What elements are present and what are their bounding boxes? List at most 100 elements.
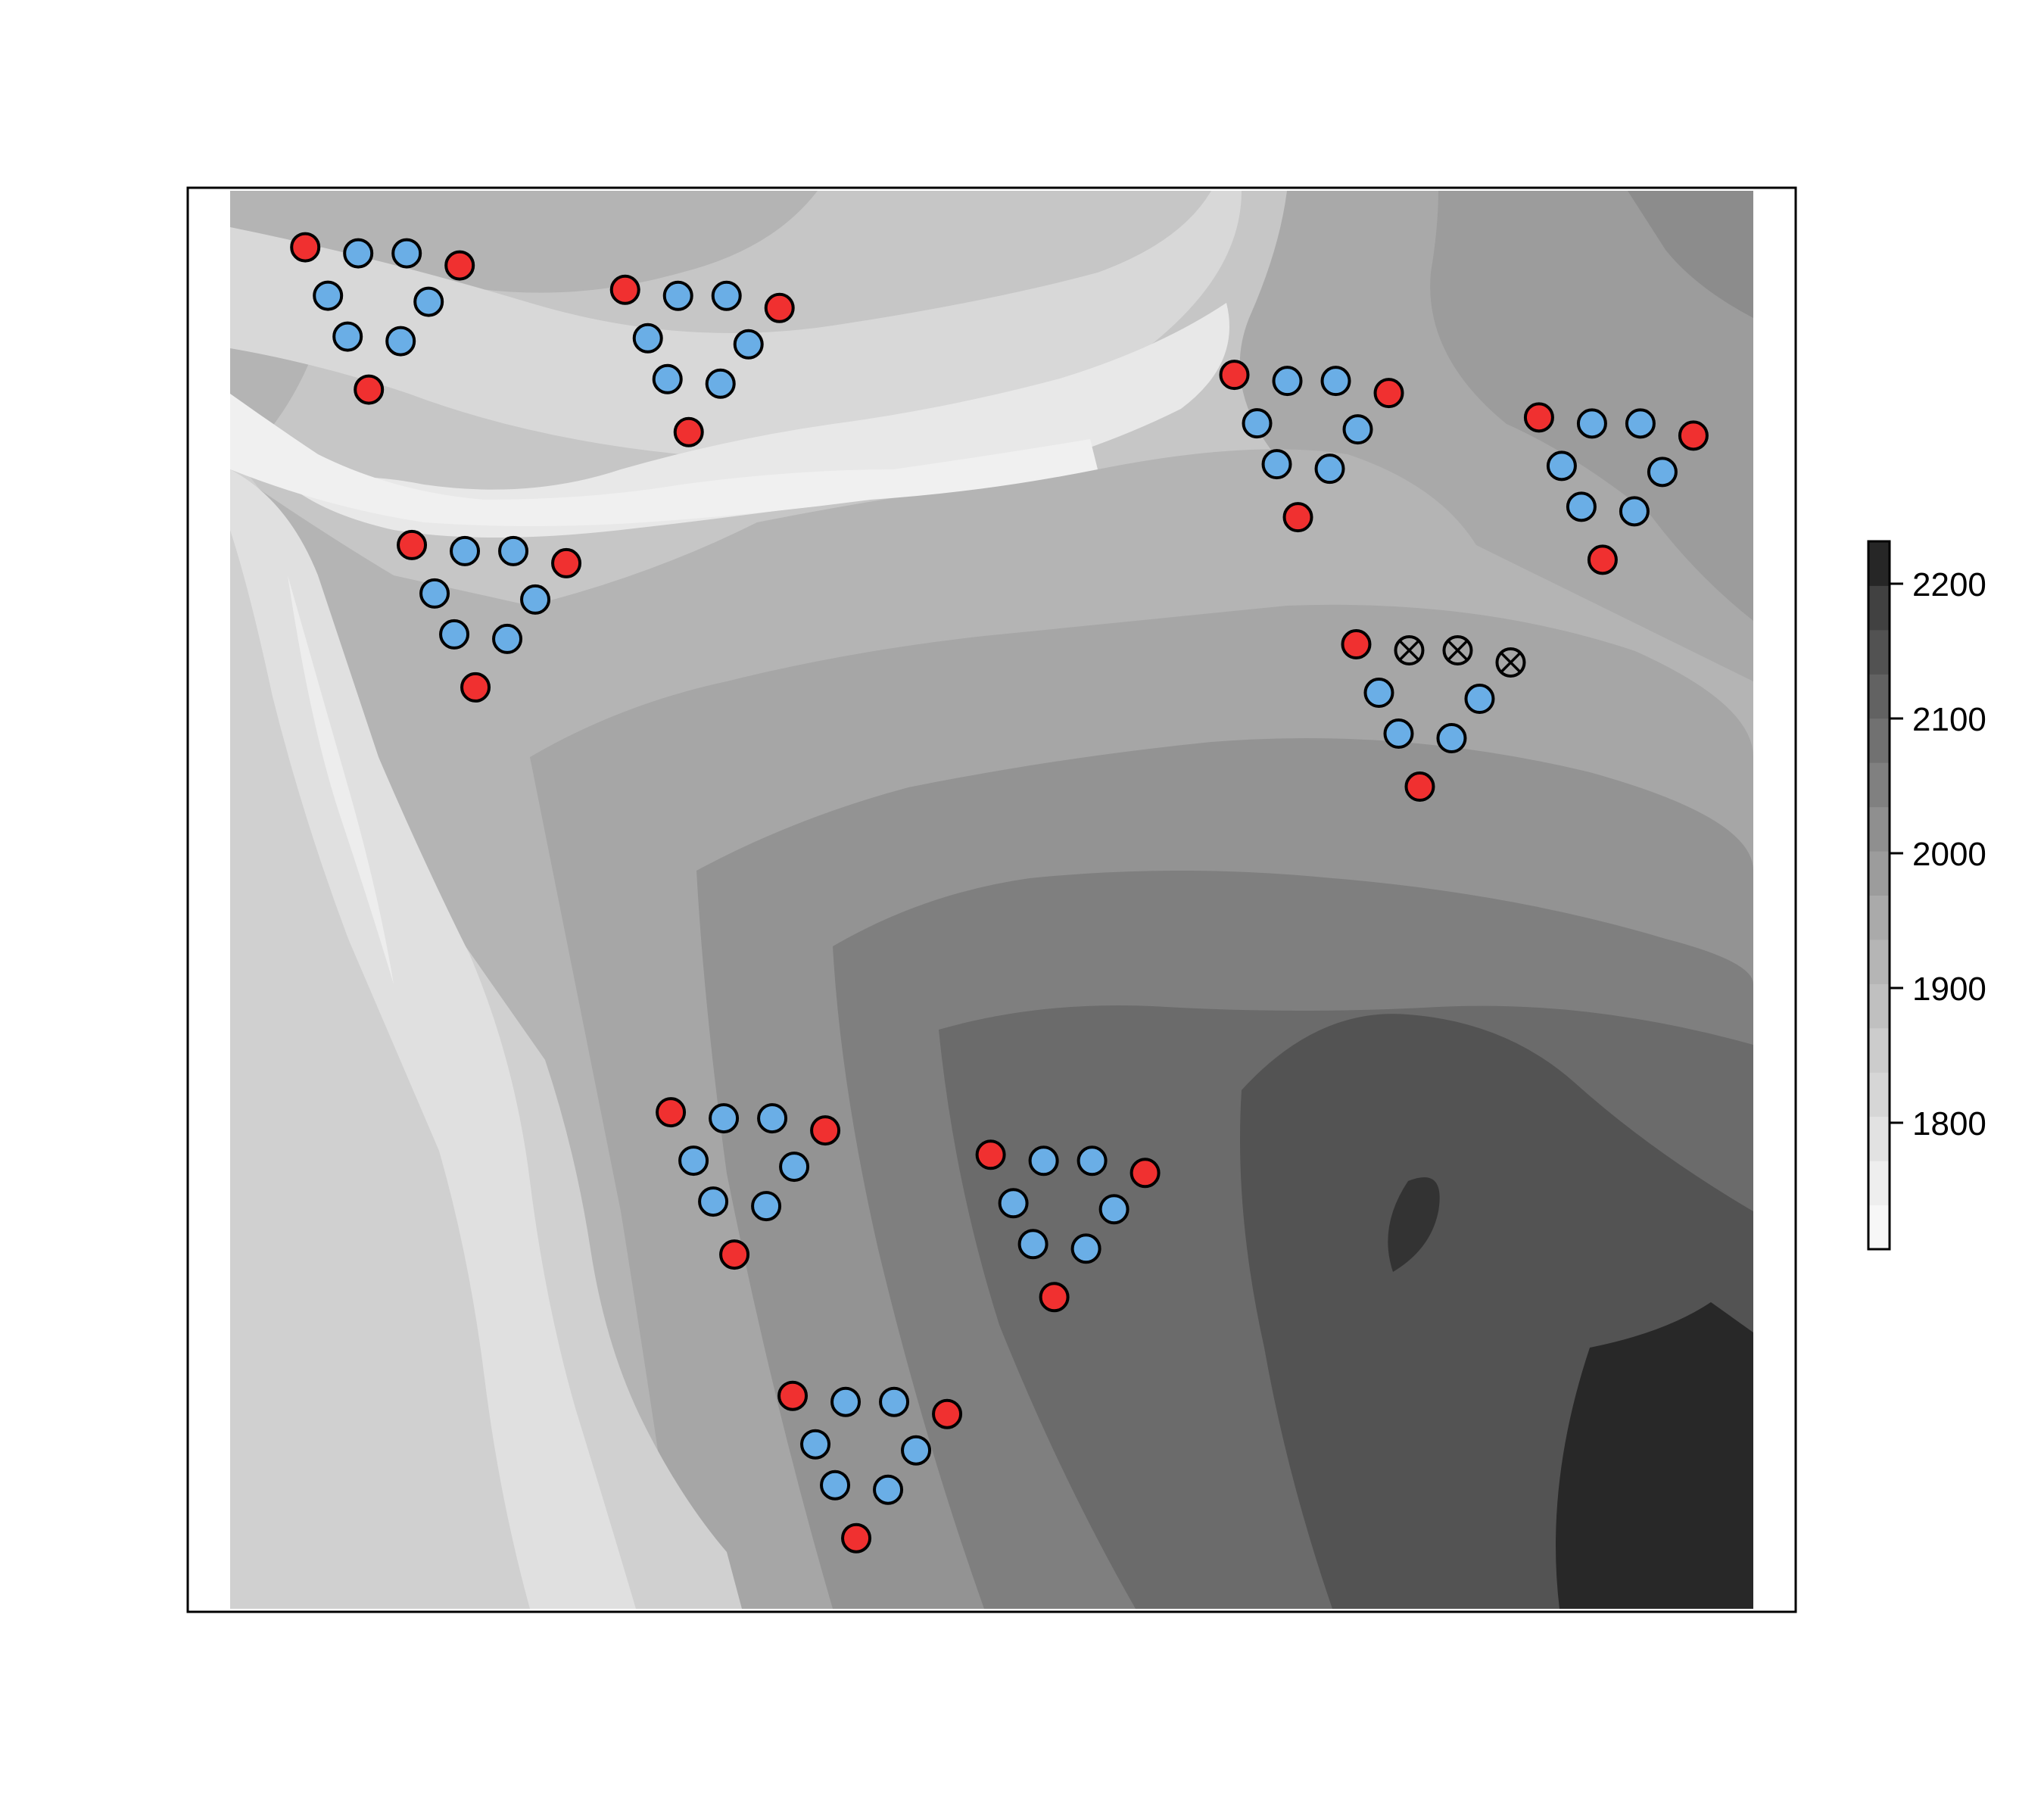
- endpoint-station[interactable]: [1039, 1282, 1070, 1313]
- interior-station[interactable]: [733, 329, 764, 360]
- endpoint-station[interactable]: [609, 274, 640, 305]
- endpoint-station[interactable]: [656, 1097, 687, 1128]
- excluded-mark: [1500, 651, 1522, 674]
- interior-station[interactable]: [492, 623, 523, 654]
- interior-station[interactable]: [698, 1186, 729, 1217]
- interior-station[interactable]: [901, 1435, 932, 1466]
- interior-station[interactable]: [709, 1103, 740, 1134]
- colorbar-band: [1868, 585, 1890, 631]
- endpoint-station[interactable]: [1129, 1158, 1161, 1189]
- endpoint-station[interactable]: [290, 232, 321, 263]
- array-8: [975, 1139, 1161, 1313]
- interior-station[interactable]: [332, 321, 363, 352]
- interior-station[interactable]: [1242, 408, 1273, 439]
- endpoint-station[interactable]: [1282, 502, 1313, 533]
- endpoint-station[interactable]: [719, 1239, 750, 1270]
- interior-station[interactable]: [757, 1103, 788, 1134]
- interior-station[interactable]: [1436, 723, 1467, 754]
- colorbar-bands: [1868, 541, 1890, 1250]
- excluded-station[interactable]: [1442, 635, 1473, 666]
- interior-station[interactable]: [1314, 453, 1345, 485]
- interior-station[interactable]: [419, 578, 450, 609]
- interior-station[interactable]: [1320, 366, 1351, 397]
- colorbar-band: [1868, 674, 1890, 719]
- interior-station[interactable]: [1028, 1145, 1059, 1177]
- endpoint-station[interactable]: [810, 1115, 841, 1146]
- endpoint-station[interactable]: [1587, 544, 1618, 575]
- interior-station[interactable]: [1464, 684, 1495, 715]
- interior-station[interactable]: [800, 1429, 831, 1460]
- endpoint-station[interactable]: [460, 672, 491, 703]
- excluded-station[interactable]: [1495, 647, 1526, 678]
- endpoint-station[interactable]: [444, 250, 475, 281]
- interior-station[interactable]: [1647, 457, 1678, 488]
- endpoint-station[interactable]: [354, 374, 385, 405]
- endpoint-station[interactable]: [1523, 402, 1554, 433]
- colorbar-tick-label: 1800: [1912, 1105, 1986, 1142]
- array-3: [397, 529, 582, 703]
- interior-station[interactable]: [1566, 491, 1597, 522]
- endpoint-station[interactable]: [975, 1139, 1006, 1170]
- interior-station[interactable]: [413, 286, 444, 317]
- interior-station[interactable]: [498, 535, 529, 566]
- colorbar-tick-label: 2200: [1912, 566, 1986, 603]
- array-6: [1341, 629, 1526, 803]
- array-1: [290, 232, 475, 405]
- interior-station[interactable]: [385, 326, 416, 357]
- endpoint-station[interactable]: [1341, 629, 1372, 660]
- endpoint-station[interactable]: [764, 292, 795, 323]
- interior-station[interactable]: [678, 1145, 709, 1177]
- interior-station[interactable]: [1363, 678, 1394, 709]
- colorbar-band: [1868, 718, 1890, 763]
- endpoint-station[interactable]: [397, 529, 428, 560]
- interior-station[interactable]: [873, 1474, 904, 1505]
- colorbar-band: [1868, 1072, 1890, 1117]
- endpoint-station[interactable]: [1678, 420, 1709, 451]
- interior-station[interactable]: [1342, 414, 1373, 445]
- colorbar-band: [1868, 762, 1890, 808]
- interior-station[interactable]: [632, 323, 663, 354]
- interior-station[interactable]: [439, 619, 470, 650]
- colorbar-tick-label: 1900: [1912, 971, 1986, 1008]
- interior-station[interactable]: [1017, 1229, 1048, 1260]
- excluded-station[interactable]: [1394, 635, 1425, 666]
- interior-station[interactable]: [1546, 450, 1577, 482]
- endpoint-station[interactable]: [673, 416, 704, 447]
- interior-station[interactable]: [751, 1191, 782, 1222]
- interior-station[interactable]: [1077, 1145, 1108, 1177]
- interior-station[interactable]: [662, 280, 693, 311]
- interior-station[interactable]: [391, 238, 422, 269]
- endpoint-station[interactable]: [1219, 360, 1250, 391]
- interior-station[interactable]: [820, 1469, 851, 1501]
- elevation-colorbar: 1800 1900 2000 2100 2200: [1867, 540, 1986, 1251]
- interior-station[interactable]: [779, 1152, 810, 1183]
- interior-station[interactable]: [652, 363, 683, 394]
- interior-station[interactable]: [1383, 718, 1414, 750]
- interior-station[interactable]: [1261, 449, 1292, 480]
- array-5: [1523, 402, 1709, 575]
- interior-station[interactable]: [1070, 1233, 1101, 1264]
- interior-station[interactable]: [998, 1188, 1029, 1219]
- interior-station[interactable]: [313, 280, 344, 311]
- colorbar-band: [1868, 1027, 1890, 1073]
- interior-station[interactable]: [879, 1386, 910, 1417]
- interior-station[interactable]: [1619, 496, 1650, 527]
- interior-station[interactable]: [1625, 408, 1656, 439]
- endpoint-station[interactable]: [1373, 378, 1404, 409]
- interior-station[interactable]: [343, 238, 374, 269]
- interior-station[interactable]: [830, 1386, 862, 1417]
- endpoint-station[interactable]: [551, 547, 582, 578]
- interior-station[interactable]: [711, 280, 742, 311]
- colorbar-tick-label: 2100: [1912, 701, 1986, 738]
- interior-station[interactable]: [1098, 1194, 1129, 1225]
- interior-station[interactable]: [705, 368, 736, 399]
- endpoint-station[interactable]: [841, 1522, 872, 1554]
- interior-station[interactable]: [1272, 366, 1303, 397]
- endpoint-station[interactable]: [777, 1380, 809, 1411]
- interior-station[interactable]: [520, 584, 551, 615]
- interior-station[interactable]: [1576, 408, 1607, 439]
- interior-station[interactable]: [450, 535, 481, 566]
- colorbar-band: [1868, 1161, 1890, 1206]
- endpoint-station[interactable]: [1404, 771, 1435, 803]
- endpoint-station[interactable]: [932, 1398, 963, 1429]
